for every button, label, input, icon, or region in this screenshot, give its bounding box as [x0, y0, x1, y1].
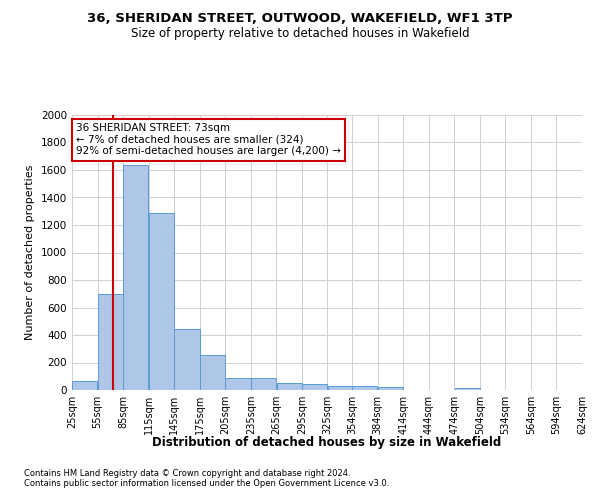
- Bar: [123, 165, 148, 390]
- Text: Size of property relative to detached houses in Wakefield: Size of property relative to detached ho…: [131, 28, 469, 40]
- Bar: [352, 386, 377, 390]
- Text: Contains public sector information licensed under the Open Government Licence v3: Contains public sector information licen…: [24, 478, 389, 488]
- Bar: [455, 388, 479, 390]
- Text: Contains HM Land Registry data © Crown copyright and database right 2024.: Contains HM Land Registry data © Crown c…: [24, 468, 350, 477]
- Bar: [378, 387, 403, 390]
- Y-axis label: Number of detached properties: Number of detached properties: [25, 165, 35, 340]
- Bar: [226, 378, 251, 390]
- Bar: [72, 381, 97, 390]
- Text: 36, SHERIDAN STREET, OUTWOOD, WAKEFIELD, WF1 3TP: 36, SHERIDAN STREET, OUTWOOD, WAKEFIELD,…: [87, 12, 513, 26]
- Bar: [277, 383, 302, 390]
- Text: Distribution of detached houses by size in Wakefield: Distribution of detached houses by size …: [152, 436, 502, 449]
- Bar: [328, 386, 352, 390]
- Bar: [175, 329, 199, 390]
- Bar: [251, 378, 276, 390]
- Bar: [200, 355, 225, 390]
- Bar: [302, 384, 327, 390]
- Text: 36 SHERIDAN STREET: 73sqm
← 7% of detached houses are smaller (324)
92% of semi-: 36 SHERIDAN STREET: 73sqm ← 7% of detach…: [76, 123, 341, 156]
- Bar: [98, 294, 123, 390]
- Bar: [149, 214, 174, 390]
